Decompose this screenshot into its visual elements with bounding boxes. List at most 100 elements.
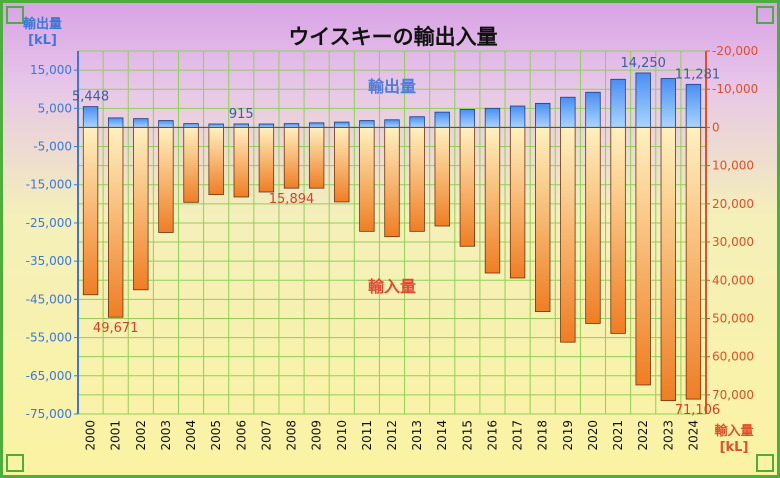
import-bar	[459, 127, 476, 247]
x-axis-category-label: 2023	[661, 420, 675, 451]
import-bar	[233, 127, 249, 198]
export-bar	[459, 109, 476, 128]
left-axis-tick-label: -5,000	[33, 140, 72, 154]
import-bar	[635, 127, 651, 386]
export-bar	[133, 118, 149, 128]
x-axis-category-label: 2005	[209, 420, 223, 451]
right-axis-tick-label: 60,000	[712, 350, 754, 364]
import-bar	[158, 127, 174, 233]
x-axis-category-label: 2002	[134, 420, 148, 451]
export-bar	[585, 91, 601, 128]
import-data-label: 71,106	[675, 403, 721, 418]
right-axis-tick-label: 70,000	[712, 388, 754, 402]
right-axis-tick-label: 0	[712, 120, 720, 134]
x-axis-category-label: 2010	[335, 420, 349, 451]
x-axis-category-label: 2008	[285, 420, 299, 451]
export-data-label: 5,448	[72, 90, 109, 105]
right-axis-tick-label: 30,000	[712, 235, 754, 249]
x-axis-category-label: 2012	[385, 420, 399, 451]
corner-ornament-bottom-right	[756, 454, 774, 472]
left-axis-tick-label: -35,000	[26, 254, 72, 268]
export-annotation: 輸出量	[368, 77, 416, 96]
import-bar	[208, 127, 224, 196]
export-bar	[434, 111, 450, 128]
import-bar	[283, 127, 300, 189]
export-bar	[535, 102, 551, 128]
import-bar	[334, 127, 350, 203]
x-axis-category-label: 2019	[561, 420, 575, 451]
import-bar	[560, 127, 576, 343]
x-axis-category-label: 2000	[84, 420, 98, 451]
left-axis-tick-label: -25,000	[26, 216, 72, 230]
import-bar	[133, 127, 149, 291]
left-axis-tick-label: -55,000	[26, 331, 72, 345]
x-axis-category-label: 2006	[234, 420, 248, 451]
x-axis-category-label: 2016	[485, 420, 499, 451]
left-axis-tick-label: -45,000	[26, 292, 72, 306]
export-bar	[158, 120, 174, 128]
export-bar	[334, 121, 350, 128]
corner-ornament-bottom-left	[6, 454, 24, 472]
import-bar	[535, 127, 551, 312]
export-bar	[409, 116, 425, 128]
x-axis-category-label: 2003	[159, 420, 173, 451]
import-bar	[434, 127, 450, 227]
export-bar	[685, 83, 702, 128]
import-bar	[660, 127, 677, 402]
export-bar	[384, 119, 400, 128]
x-axis-category-label: 2014	[435, 420, 449, 451]
x-axis-category-label: 2018	[536, 420, 550, 451]
export-bar	[107, 117, 124, 128]
right-axis-tick-label: -10,000	[712, 82, 758, 96]
import-bar	[258, 127, 275, 193]
x-axis-category-label: 2024	[686, 420, 700, 451]
export-bar	[610, 78, 626, 128]
x-axis-category-label: 2017	[511, 420, 525, 451]
export-bar	[660, 78, 677, 128]
x-axis-category-label: 2021	[611, 420, 625, 451]
import-bar	[484, 127, 501, 274]
right-axis-tick-label: 40,000	[712, 273, 754, 287]
import-bar	[384, 127, 400, 238]
import-data-label: 15,894	[269, 192, 315, 207]
left-axis-tick-label: 5,000	[38, 101, 72, 115]
export-bar	[359, 120, 375, 128]
import-data-label: 49,671	[93, 321, 139, 336]
x-axis-category-label: 2020	[586, 420, 600, 451]
import-bar	[82, 127, 99, 296]
x-axis-category-label: 2009	[310, 420, 324, 451]
import-bar	[610, 127, 626, 334]
x-axis-category-label: 2013	[410, 420, 424, 451]
export-bar	[308, 122, 325, 128]
corner-ornament-top-right	[756, 6, 774, 24]
import-bar	[183, 127, 199, 203]
left-axis-tick-label: -75,000	[26, 407, 72, 421]
left-axis-tick-label: 15,000	[30, 63, 72, 77]
export-bar	[635, 72, 651, 128]
x-axis-category-label: 2001	[109, 420, 123, 451]
x-axis-category-label: 2011	[360, 420, 374, 451]
x-axis-category-label: 2015	[460, 420, 474, 451]
export-data-label: 11,281	[675, 67, 721, 82]
import-bar	[308, 127, 325, 189]
right-axis-tick-label: -20,000	[712, 44, 758, 58]
import-bar	[685, 127, 702, 400]
export-bar	[560, 96, 576, 128]
export-bar	[82, 106, 99, 128]
x-axis-category-label: 2004	[184, 420, 198, 451]
left-axis-tick-label: -15,000	[26, 178, 72, 192]
import-bar	[585, 127, 601, 324]
right-axis-tick-label: 20,000	[712, 197, 754, 211]
import-annotation: 輸入量	[368, 277, 416, 296]
right-axis-tick-label: 50,000	[712, 311, 754, 325]
import-bar	[509, 127, 526, 279]
export-data-label: 14,250	[620, 56, 666, 71]
import-bar	[409, 127, 425, 232]
x-axis-category-label: 2007	[259, 420, 273, 451]
left-axis-unit: 輸出量 [kL]	[22, 17, 62, 48]
export-data-label: 915	[229, 107, 254, 122]
corner-ornament-top-left	[6, 6, 24, 24]
export-bar	[484, 107, 501, 128]
x-axis-category-label: 2022	[636, 420, 650, 451]
